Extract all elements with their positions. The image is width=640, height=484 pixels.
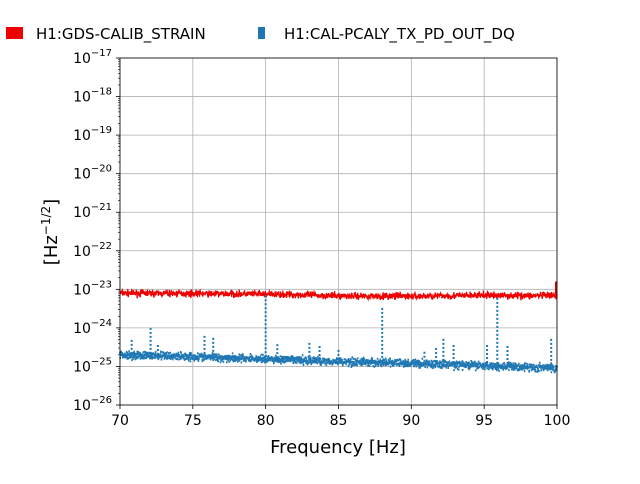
x-tick-label: 75 <box>184 413 202 429</box>
y-tick-label: 10−23 <box>73 279 112 298</box>
ticks: 70 75 80 85 90 95 100 10−26 10−25 10−24 10−23 10−22… <box>73 48 570 429</box>
y-tick-label: 10−22 <box>73 241 112 260</box>
y-tick-label: 10−17 <box>73 48 112 67</box>
x-axis-label: Frequency [Hz] <box>270 437 406 458</box>
y-tick-label: 10−19 <box>73 125 112 144</box>
y-label-close: ] <box>41 199 62 206</box>
y-tick-label: 10−20 <box>73 164 112 183</box>
y-axis-label: [Hz−1/2] <box>39 199 62 265</box>
legend-swatch-blue <box>258 27 265 39</box>
y-label-base: [Hz <box>41 235 62 265</box>
x-tick-label: 100 <box>544 413 571 429</box>
x-tick-label: 90 <box>402 413 420 429</box>
y-tick-label: 10−25 <box>73 356 112 375</box>
legend: H1:GDS-CALIB_STRAIN H1:CAL-PCALY_TX_PD_O… <box>6 25 515 44</box>
x-tick-label: 95 <box>475 413 493 429</box>
y-label-exponent: −1/2 <box>39 206 53 235</box>
strain-series-line <box>119 288 558 302</box>
x-tick-label: 85 <box>330 413 348 429</box>
y-tick-label: 10−18 <box>73 87 112 106</box>
x-tick-label: 70 <box>111 413 129 429</box>
legend-swatch-red <box>6 27 23 39</box>
legend-label-strain: H1:GDS-CALIB_STRAIN <box>36 25 206 44</box>
plot-area <box>119 281 558 374</box>
y-tick-label: 10−24 <box>73 318 112 337</box>
y-tick-label: 10−26 <box>73 395 112 414</box>
x-tick-label: 80 <box>257 413 275 429</box>
y-tick-label: 10−21 <box>73 202 112 221</box>
legend-label-pcal: H1:CAL-PCALY_TX_PD_OUT_DQ <box>284 25 515 44</box>
